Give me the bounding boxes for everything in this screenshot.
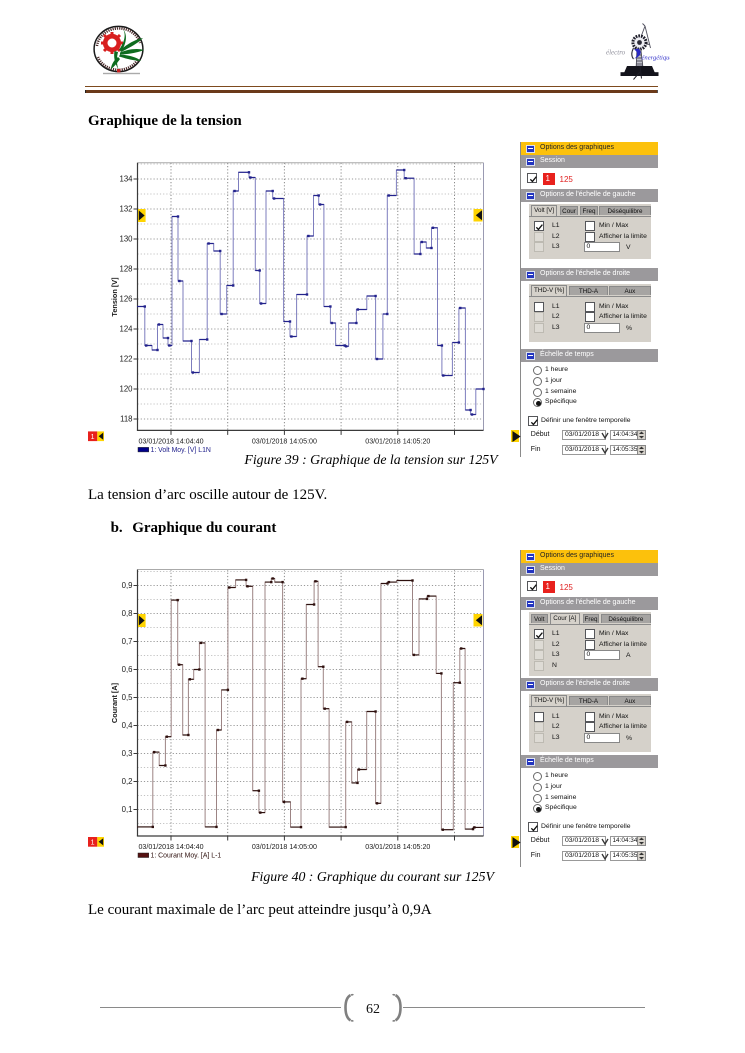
svg-text:124: 124	[119, 325, 133, 334]
svg-text:134: 134	[119, 175, 133, 184]
svg-text:1: Volt Moy. [V] L1N: 1: Volt Moy. [V] L1N	[151, 447, 211, 454]
svg-text:0,3: 0,3	[122, 749, 133, 758]
svg-text:0,6: 0,6	[122, 665, 133, 674]
svg-text:126: 126	[119, 295, 132, 304]
svg-text:03/01/2018 14:05:20: 03/01/2018 14:05:20	[365, 437, 430, 445]
svg-text:130: 130	[119, 235, 133, 244]
svg-text:118: 118	[120, 415, 132, 424]
svg-text:120: 120	[119, 385, 133, 394]
svg-text:0,1: 0,1	[122, 805, 133, 814]
svg-text:0,9: 0,9	[122, 581, 133, 590]
svg-text:03/01/2018 14:05:20: 03/01/2018 14:05:20	[365, 843, 430, 851]
svg-text:0,2: 0,2	[122, 777, 133, 786]
svg-text:03/01/2018 14:04:40: 03/01/2018 14:04:40	[138, 437, 203, 445]
svg-text:132: 132	[119, 205, 132, 214]
svg-text:0,4: 0,4	[122, 721, 134, 730]
svg-text:0,8: 0,8	[122, 609, 133, 618]
svg-text:Courant [A]: Courant [A]	[110, 682, 119, 723]
svg-text:03/01/2018 14:05:00: 03/01/2018 14:05:00	[252, 437, 317, 445]
svg-text:122: 122	[119, 355, 132, 364]
svg-text:1: 1	[91, 434, 95, 441]
svg-text:Tension [V]: Tension [V]	[110, 277, 119, 317]
svg-text:1: 1	[91, 840, 95, 847]
svg-text:128: 128	[119, 265, 132, 274]
svg-text:0,5: 0,5	[122, 693, 134, 702]
svg-text:0,7: 0,7	[122, 637, 133, 646]
svg-text:03/01/2018 14:04:40: 03/01/2018 14:04:40	[138, 843, 203, 851]
svg-text:électro: électro	[606, 49, 626, 57]
svg-text:03/01/2018 14:05:00: 03/01/2018 14:05:00	[252, 843, 317, 851]
svg-text:1: Courant Moy. [A] L-1: 1: Courant Moy. [A] L-1	[151, 853, 222, 860]
svg-text:énergétique: énergétique	[642, 55, 671, 62]
